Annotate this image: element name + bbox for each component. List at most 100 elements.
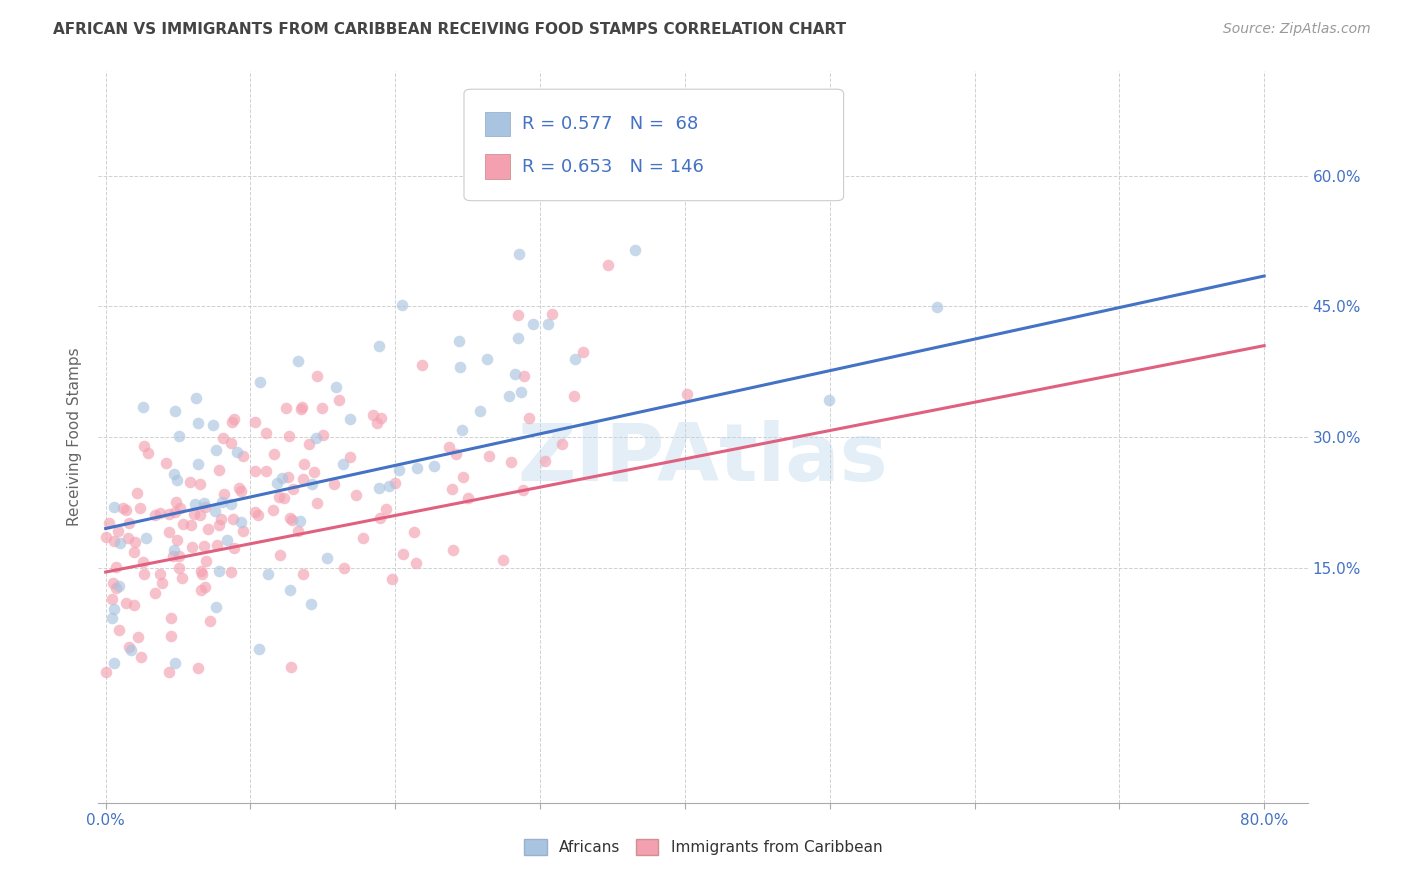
Point (249, 375, 271, 389)
Point (391, 297, 413, 311)
Point (187, 661, 209, 675)
Point (219, 566, 242, 580)
Point (150, 576, 173, 591)
Point (370, 410, 392, 425)
Point (231, 449, 253, 463)
Point (159, 629, 181, 643)
Point (180, 541, 202, 555)
Point (163, 543, 186, 558)
Point (149, 507, 172, 521)
Point (254, 426, 277, 441)
Point (305, 369, 328, 384)
Point (339, 411, 361, 425)
Point (245, 505, 267, 519)
Point (287, 524, 309, 538)
Point (101, 576, 124, 591)
Point (290, 400, 312, 414)
Point (208, 462, 231, 476)
Point (298, 437, 321, 451)
Point (108, 623, 131, 637)
Point (186, 392, 208, 406)
Point (277, 470, 299, 484)
Point (117, 532, 139, 546)
Point (276, 401, 298, 416)
Point (105, 581, 128, 595)
Point (564, 388, 586, 402)
Point (352, 531, 374, 545)
Point (127, 630, 149, 644)
Point (129, 649, 152, 664)
Point (477, 351, 499, 366)
Point (817, 393, 839, 408)
Point (103, 500, 125, 514)
Point (187, 416, 209, 430)
Point (101, 592, 124, 607)
Point (193, 580, 215, 594)
Point (503, 368, 526, 382)
Point (219, 497, 242, 511)
Point (508, 246, 530, 260)
Point (100, 611, 122, 625)
Point (540, 307, 562, 321)
Point (209, 512, 232, 526)
Point (290, 402, 312, 417)
Point (132, 556, 155, 570)
Point (103, 601, 125, 615)
Point (194, 500, 217, 514)
Point (165, 494, 187, 508)
Point (135, 531, 157, 545)
Point (457, 491, 479, 505)
Point (115, 596, 138, 610)
Point (166, 474, 188, 488)
Point (179, 475, 201, 489)
Point (243, 415, 266, 429)
Point (512, 483, 534, 498)
Point (332, 457, 354, 471)
Point (271, 471, 294, 485)
Point (163, 403, 186, 417)
Point (388, 462, 411, 476)
Point (281, 482, 304, 496)
Point (112, 500, 135, 515)
Point (278, 510, 301, 524)
Point (167, 561, 190, 575)
Point (193, 496, 215, 510)
Point (305, 496, 328, 510)
Y-axis label: Receiving Food Stamps: Receiving Food Stamps (67, 348, 83, 526)
Point (149, 566, 172, 581)
Point (551, 437, 574, 451)
Point (925, 300, 948, 314)
Point (166, 533, 188, 547)
Point (498, 389, 520, 403)
Point (201, 418, 224, 433)
Point (222, 512, 245, 526)
Point (492, 553, 515, 567)
Point (266, 475, 288, 490)
Point (439, 440, 461, 454)
Point (451, 470, 474, 484)
Point (517, 410, 540, 425)
Point (190, 564, 212, 578)
Point (315, 551, 337, 566)
Point (222, 541, 245, 555)
Point (246, 508, 269, 523)
Point (132, 439, 155, 453)
Point (451, 423, 474, 437)
Point (361, 409, 384, 423)
Text: R = 0.653   N = 146: R = 0.653 N = 146 (522, 158, 703, 176)
Point (378, 479, 401, 493)
Legend: Africans, Immigrants from Caribbean: Africans, Immigrants from Caribbean (517, 833, 889, 861)
Point (107, 579, 129, 593)
Point (124, 534, 146, 549)
Point (163, 467, 186, 481)
Point (256, 463, 278, 477)
Point (197, 522, 219, 536)
Point (564, 351, 586, 366)
Point (120, 642, 142, 657)
Point (596, 258, 619, 272)
Point (145, 586, 167, 600)
Point (107, 524, 129, 538)
Point (229, 516, 252, 530)
Point (193, 539, 215, 553)
Point (188, 477, 211, 491)
